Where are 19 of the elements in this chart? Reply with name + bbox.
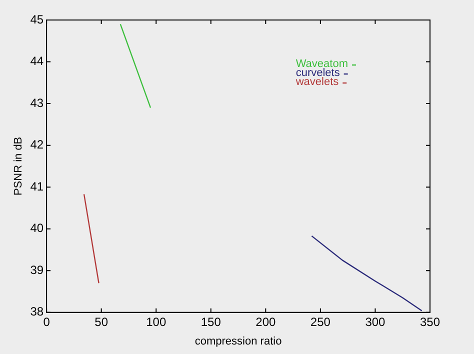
x-tick-label: 0 [43, 314, 50, 329]
y-tick-label: 42 [30, 138, 44, 152]
x-tick-label: 150 [200, 314, 222, 329]
y-tick-label: 45 [30, 12, 44, 26]
x-tick-label: 50 [94, 314, 108, 329]
x-tick-label: 250 [310, 314, 331, 329]
x-tick-label: 100 [146, 314, 166, 329]
legend-label: wavelets [294, 76, 340, 88]
y-tick-label: 44 [30, 54, 44, 68]
x-tick-label: 300 [365, 314, 386, 329]
x-tick-label: 350 [420, 314, 440, 329]
y-tick-label: 38 [30, 304, 44, 319]
y-tick-label: 41 [30, 179, 44, 194]
y-axis-title: PSNR in dB [12, 136, 25, 196]
x-tick-label: 200 [256, 314, 276, 329]
x-axis-title: compression ratio [194, 335, 282, 348]
y-tick-label: 39 [30, 262, 44, 277]
y-tick-label: 43 [30, 96, 44, 110]
y-tick-label: 40 [30, 221, 44, 236]
